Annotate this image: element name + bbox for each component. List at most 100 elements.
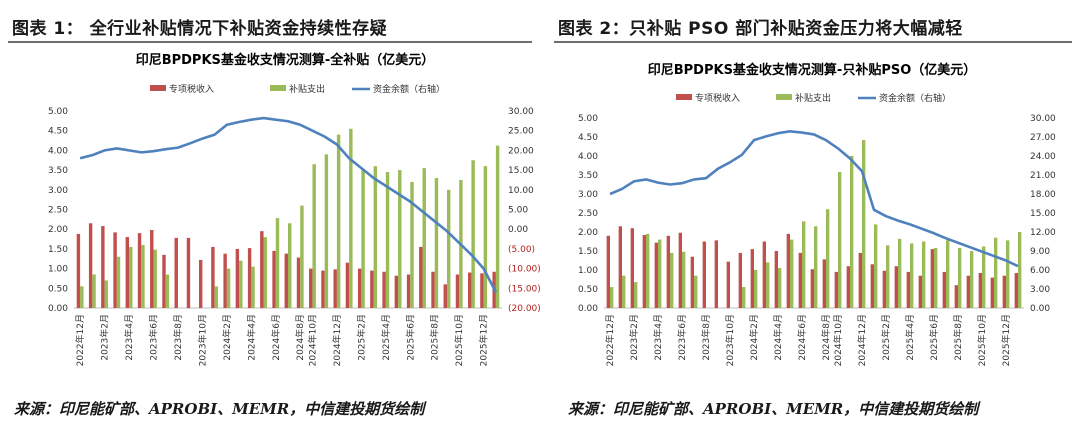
bar [934,247,938,308]
x-axis-tick: 2024年8月 [820,314,832,361]
x-axis-tick-label: 2023年6月 [676,314,688,361]
left-axis-tick-label: 2.00 [48,225,68,235]
heading-divider [8,41,532,43]
chart-title: 印尼BPDPKS基金收支情况测算-全补贴（亿美元） [136,52,435,68]
bar [1006,240,1010,308]
bar [235,248,240,308]
x-axis-tick-label: 2024年2月 [748,314,760,361]
bar [678,232,682,308]
x-axis-tick: 2022年12月 [74,314,86,366]
bar [634,282,638,308]
bar [141,244,145,308]
bar [954,285,958,308]
bar [410,181,414,308]
bar [336,134,341,308]
right-axis-tick-label: 3.00 [1030,285,1050,295]
x-axis-tick: 2025年10月 [976,314,988,366]
bar [946,240,950,308]
bar [198,259,203,308]
bar [431,271,435,308]
bar [798,252,802,308]
x-axis-tick-label: 2023年6月 [147,314,159,361]
x-axis-tick-label: 2025年4月 [380,314,392,361]
x-axis-tick-label: 2025年2月 [355,314,367,361]
x-axis-tick: 2025年12月 [478,314,490,366]
x-axis-tick: 2024年8月 [294,314,306,361]
bar [288,223,292,308]
right-axis-tick-label: 24.00 [1030,152,1056,162]
x-axis-tick: 2023年6月 [676,314,688,361]
x-axis-tick-label: 2023年8月 [172,314,184,361]
bar [750,249,754,308]
x-axis-tick: 2025年4月 [380,314,392,361]
bar [690,256,694,308]
heading-divider [554,41,1072,43]
x-axis-tick: 2024年10月 [306,314,318,366]
x-axis-tick-label: 2024年10月 [832,314,844,366]
bar [471,160,475,308]
x-axis-tick-label: 2023年4月 [123,314,135,361]
bar [978,273,982,308]
left-axis-tick-label: 3.00 [48,186,68,196]
x-axis-tick-label: 2025年2月 [880,314,892,361]
x-axis-tick-label: 2025年10月 [453,314,465,366]
bar [990,277,994,308]
bar [654,242,658,308]
x-axis-tick: 2024年6月 [270,314,282,361]
bar [790,239,794,308]
left-axis-tick-label: 0.50 [578,285,598,295]
balance-line [609,130,1019,268]
x-axis-tick-label: 2024年8月 [294,314,306,361]
x-axis-tick-label: 2022年12月 [74,314,86,366]
legend-label: 补贴支出 [289,83,325,95]
bar [104,280,108,308]
right-axis-tick-label: 30.00 [508,107,534,117]
x-axis-tick-label: 2024年12月 [331,314,343,366]
bar [275,218,280,308]
legend-label: 资金余额（右轴） [879,92,951,104]
left-axis-tick-label: 2.50 [578,209,598,219]
left-axis-tick-label: 0.00 [578,304,598,314]
bar [357,268,362,308]
legend-item: 专项税收入 [676,92,740,104]
left-axis-tick-label: 3.50 [578,171,598,181]
right-axis-tick-label: (20.00) [508,304,540,314]
bar [994,237,998,308]
bar [666,235,670,308]
x-axis-tick: 2023年10月 [196,314,208,366]
bar [321,270,325,308]
bar [726,261,730,308]
legend-label: 资金余额（右轴） [373,83,445,95]
bar [906,271,910,308]
left-axis-tick-label: 1.00 [48,265,68,275]
x-axis-tick: 2024年4月 [772,314,784,361]
bar [870,264,874,308]
left-axis-tick-label: 1.50 [578,247,598,257]
right-axis-tick-label: 0.00 [508,225,528,235]
bar [910,243,914,308]
x-axis-tick-label: 2025年6月 [404,314,416,361]
bar [92,274,96,308]
bar [838,171,842,308]
left-axis-tick-label: 1.00 [578,266,598,276]
x-axis-tick: 2024年4月 [245,314,257,361]
bar [125,237,130,308]
bar [263,237,267,308]
x-axis-tick: 2025年4月 [904,314,916,361]
x-axis-tick: 2023年8月 [172,314,184,361]
bar [658,239,662,308]
right-axis-tick-label: 15.00 [1030,209,1056,219]
x-axis-tick: 2025年8月 [952,314,964,361]
bar [670,252,674,308]
bar [373,166,378,308]
bar [239,260,243,308]
x-axis-tick: 2025年2月 [880,314,892,361]
bar [226,268,231,308]
bar [742,287,746,308]
right-axis-tick-label: 25.00 [508,127,534,137]
bar [422,168,426,308]
figure-heading: 图表 2：只补贴 PSO 部门补贴资金压力将大幅减轻 [558,19,963,39]
bar [80,286,84,308]
bar [214,286,219,308]
left-axis-tick-label: 1.50 [48,245,68,255]
